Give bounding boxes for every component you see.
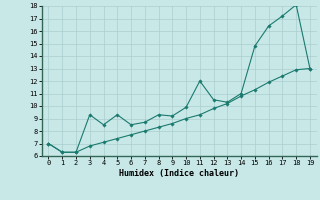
X-axis label: Humidex (Indice chaleur): Humidex (Indice chaleur) (119, 169, 239, 178)
